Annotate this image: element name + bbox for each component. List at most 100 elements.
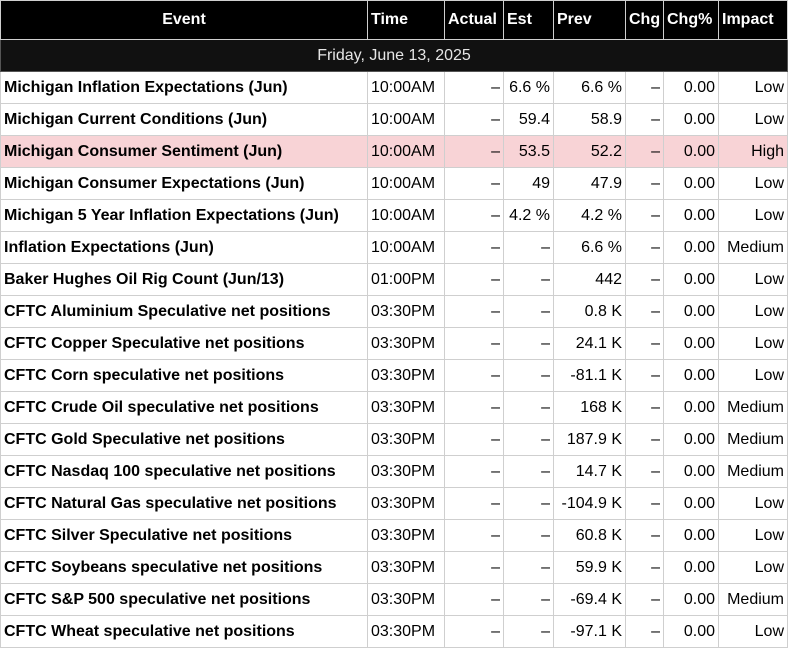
table-row[interactable]: CFTC Copper Speculative net positions 03:… xyxy=(0,327,788,360)
column-header-actual[interactable]: Actual xyxy=(444,0,504,40)
impact-value: Low xyxy=(718,487,788,520)
estimate-value: – xyxy=(503,391,554,424)
estimate-value: – xyxy=(503,455,554,488)
change-value: – xyxy=(625,359,664,392)
column-header-prev[interactable]: Prev xyxy=(553,0,626,40)
estimate-value: – xyxy=(503,327,554,360)
actual-value: – xyxy=(444,231,504,264)
impact-value: Low xyxy=(718,263,788,296)
previous-value: 442 xyxy=(553,263,626,296)
estimate-value: – xyxy=(503,615,554,648)
table-row[interactable]: Michigan Consumer Sentiment (Jun) 10:00AM… xyxy=(0,135,788,168)
column-header-impact[interactable]: Impact xyxy=(718,0,788,40)
change-percent-value: 0.00 xyxy=(663,103,719,136)
event-name: CFTC S&P 500 speculative net positions xyxy=(0,583,368,616)
change-value: – xyxy=(625,71,664,104)
actual-value: – xyxy=(444,103,504,136)
table-row[interactable]: CFTC Aluminium Speculative net positions… xyxy=(0,295,788,328)
change-percent-value: 0.00 xyxy=(663,359,719,392)
table-row[interactable]: CFTC Soybeans speculative net positions 0… xyxy=(0,551,788,584)
change-percent-value: 0.00 xyxy=(663,199,719,232)
change-value: – xyxy=(625,103,664,136)
table-row[interactable]: CFTC Nasdaq 100 speculative net position… xyxy=(0,455,788,488)
previous-value: 47.9 xyxy=(553,167,626,200)
event-time: 03:30PM xyxy=(367,327,445,360)
change-percent-value: 0.00 xyxy=(663,423,719,456)
actual-value: – xyxy=(444,551,504,584)
previous-value: 14.7 K xyxy=(553,455,626,488)
change-percent-value: 0.00 xyxy=(663,167,719,200)
change-value: – xyxy=(625,167,664,200)
column-header-time[interactable]: Time xyxy=(367,0,445,40)
previous-value: 58.9 xyxy=(553,103,626,136)
change-value: – xyxy=(625,263,664,296)
impact-value: Low xyxy=(718,327,788,360)
change-value: – xyxy=(625,551,664,584)
event-name: CFTC Crude Oil speculative net positions xyxy=(0,391,368,424)
column-header-chg[interactable]: Chg xyxy=(625,0,664,40)
table-row[interactable]: Michigan Current Conditions (Jun) 10:00AM… xyxy=(0,103,788,136)
table-row[interactable]: Inflation Expectations (Jun) 10:00AM – –6.6… xyxy=(0,231,788,264)
table-row[interactable]: Michigan 5 Year Inflation Expectations (… xyxy=(0,199,788,232)
change-percent-value: 0.00 xyxy=(663,551,719,584)
event-name: CFTC Soybeans speculative net positions xyxy=(0,551,368,584)
actual-value: – xyxy=(444,135,504,168)
date-group-row: Friday, June 13, 2025 xyxy=(0,39,788,72)
change-percent-value: 0.00 xyxy=(663,391,719,424)
column-header-est[interactable]: Est xyxy=(503,0,554,40)
impact-value: Medium xyxy=(718,455,788,488)
table-row[interactable]: CFTC S&P 500 speculative net positions 03… xyxy=(0,583,788,616)
actual-value: – xyxy=(444,71,504,104)
impact-value: Low xyxy=(718,359,788,392)
table-row[interactable]: Baker Hughes Oil Rig Count (Jun/13) 01:00… xyxy=(0,263,788,296)
change-value: – xyxy=(625,615,664,648)
table-row[interactable]: CFTC Gold Speculative net positions 03:30… xyxy=(0,423,788,456)
event-time: 10:00AM xyxy=(367,71,445,104)
actual-value: – xyxy=(444,615,504,648)
event-time: 10:00AM xyxy=(367,135,445,168)
previous-value: -81.1 K xyxy=(553,359,626,392)
table-row[interactable]: Michigan Consumer Expectations (Jun) 10:0… xyxy=(0,167,788,200)
table-row[interactable]: Michigan Inflation Expectations (Jun) 10:… xyxy=(0,71,788,104)
table-row[interactable]: CFTC Silver Speculative net positions 03:… xyxy=(0,519,788,552)
change-value: – xyxy=(625,391,664,424)
estimate-value: – xyxy=(503,519,554,552)
impact-value: Medium xyxy=(718,423,788,456)
estimate-value: 53.5 xyxy=(503,135,554,168)
actual-value: – xyxy=(444,455,504,488)
change-value: – xyxy=(625,487,664,520)
event-time: 03:30PM xyxy=(367,359,445,392)
event-time: 03:30PM xyxy=(367,423,445,456)
event-time: 03:30PM xyxy=(367,455,445,488)
event-name: CFTC Natural Gas speculative net positio… xyxy=(0,487,368,520)
previous-value: -104.9 K xyxy=(553,487,626,520)
previous-value: 0.8 K xyxy=(553,295,626,328)
actual-value: – xyxy=(444,359,504,392)
estimate-value: 4.2 % xyxy=(503,199,554,232)
impact-value: High xyxy=(718,135,788,168)
event-name: Baker Hughes Oil Rig Count (Jun/13) xyxy=(0,263,368,296)
previous-value: 168 K xyxy=(553,391,626,424)
previous-value: 6.6 % xyxy=(553,71,626,104)
impact-value: Low xyxy=(718,615,788,648)
column-header-chg-pct[interactable]: Chg% xyxy=(663,0,719,40)
estimate-value: 6.6 % xyxy=(503,71,554,104)
impact-value: Low xyxy=(718,551,788,584)
change-value: – xyxy=(625,455,664,488)
change-percent-value: 0.00 xyxy=(663,295,719,328)
estimate-value: – xyxy=(503,551,554,584)
table-row[interactable]: CFTC Natural Gas speculative net positio… xyxy=(0,487,788,520)
table-row[interactable]: CFTC Wheat speculative net positions 03:3… xyxy=(0,615,788,648)
column-header-event[interactable]: Event xyxy=(0,0,368,40)
table-row[interactable]: CFTC Corn speculative net positions 03:30… xyxy=(0,359,788,392)
change-value: – xyxy=(625,583,664,616)
event-time: 03:30PM xyxy=(367,519,445,552)
table-row[interactable]: CFTC Crude Oil speculative net positions… xyxy=(0,391,788,424)
event-time: 10:00AM xyxy=(367,231,445,264)
change-value: – xyxy=(625,327,664,360)
impact-value: Medium xyxy=(718,391,788,424)
change-percent-value: 0.00 xyxy=(663,327,719,360)
event-name: CFTC Corn speculative net positions xyxy=(0,359,368,392)
actual-value: – xyxy=(444,167,504,200)
previous-value: 187.9 K xyxy=(553,423,626,456)
